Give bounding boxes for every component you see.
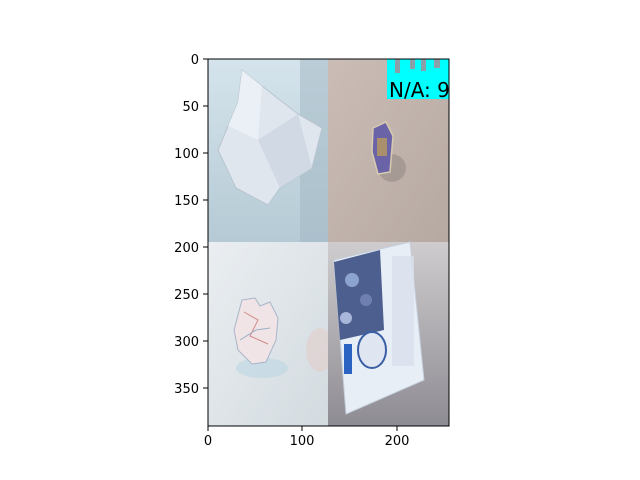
y-tick-label: 50	[182, 100, 199, 115]
y-tick-label: 0	[191, 53, 199, 68]
crumpled-plastic-tile	[208, 242, 334, 426]
y-tick-label: 200	[174, 241, 199, 256]
y-tick-label: 350	[174, 382, 199, 397]
annotation-label: N/A: 9	[389, 78, 450, 102]
y-axis: 0 50 100 150 200 250 300 350	[174, 53, 208, 397]
x-tick-label: 0	[204, 434, 212, 449]
y-tick-label: 150	[174, 194, 199, 209]
tissue-paper-tile	[208, 59, 328, 242]
annotation-badge: N/A: 9	[387, 59, 450, 102]
blister-pack-tile	[328, 242, 449, 426]
y-tick-label: 300	[174, 335, 199, 350]
x-tick-label: 100	[290, 434, 315, 449]
y-tick-label: 100	[174, 147, 199, 162]
y-tick-label: 250	[174, 288, 199, 303]
image-mosaic: N/A: 9	[208, 59, 450, 426]
x-axis: 0 100 200	[204, 426, 410, 449]
x-tick-label: 200	[385, 434, 410, 449]
